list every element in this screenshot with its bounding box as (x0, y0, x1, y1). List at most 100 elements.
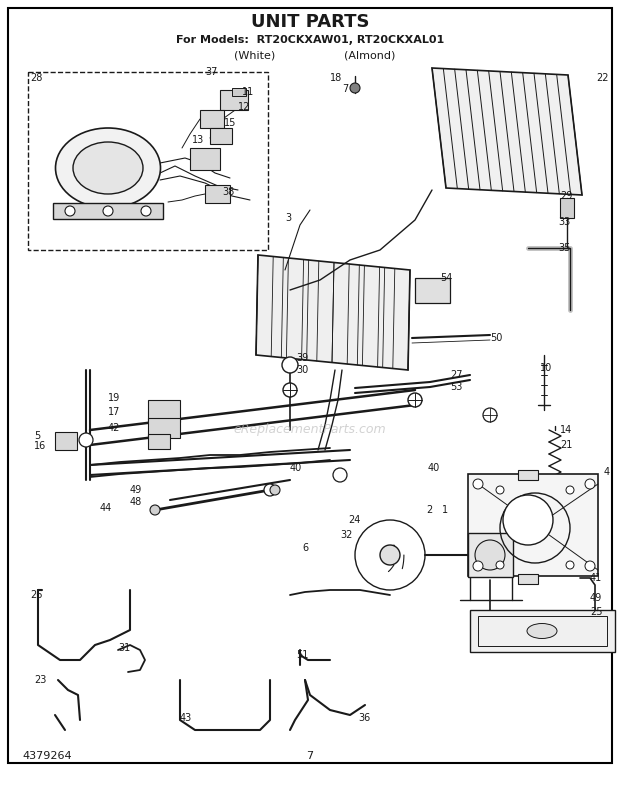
Text: 39: 39 (296, 353, 308, 363)
Bar (190, 148, 220, 170)
Text: 31: 31 (118, 643, 130, 653)
Text: 14: 14 (560, 425, 572, 435)
Text: 7: 7 (342, 84, 348, 94)
Text: 40: 40 (290, 463, 303, 473)
Text: 11: 11 (242, 87, 254, 97)
Text: 6: 6 (302, 543, 308, 553)
Text: UNIT PARTS: UNIT PARTS (250, 13, 370, 31)
Text: 5: 5 (34, 431, 40, 441)
Text: 54: 54 (440, 273, 453, 283)
Ellipse shape (56, 128, 161, 208)
Text: 41: 41 (590, 573, 602, 583)
Bar (518, 574, 538, 584)
Text: 24: 24 (348, 515, 360, 525)
Text: 2: 2 (426, 505, 432, 515)
Bar (468, 533, 513, 577)
Bar (148, 400, 180, 422)
Text: 21: 21 (560, 440, 572, 450)
Circle shape (282, 357, 298, 373)
Text: 22: 22 (596, 73, 608, 83)
Text: 4379264: 4379264 (22, 751, 72, 761)
Bar (55, 432, 77, 450)
Circle shape (333, 468, 347, 482)
Text: 26: 26 (30, 590, 42, 600)
Bar (415, 278, 450, 303)
Text: 37: 37 (205, 67, 218, 77)
Text: 49: 49 (590, 593, 602, 603)
Bar (148, 434, 170, 449)
Polygon shape (432, 68, 582, 195)
Circle shape (475, 540, 505, 570)
Text: 17: 17 (108, 407, 120, 417)
Text: 7: 7 (306, 751, 314, 761)
Circle shape (150, 505, 160, 515)
Bar (53, 203, 163, 219)
Text: 42: 42 (108, 423, 120, 433)
Bar (200, 110, 224, 128)
Bar (560, 198, 574, 218)
Circle shape (283, 383, 297, 397)
Text: 30: 30 (296, 365, 308, 375)
Text: 33: 33 (558, 217, 570, 227)
Circle shape (264, 484, 276, 496)
Text: 43: 43 (180, 713, 192, 723)
Ellipse shape (503, 495, 553, 545)
Circle shape (496, 561, 504, 569)
Text: 32: 32 (340, 530, 352, 540)
Circle shape (79, 433, 93, 447)
Text: 44: 44 (100, 503, 112, 513)
Text: eReplacementParts.com: eReplacementParts.com (234, 424, 386, 436)
Circle shape (103, 206, 113, 216)
Bar (148, 418, 180, 438)
Ellipse shape (73, 142, 143, 194)
Bar (468, 474, 598, 576)
Circle shape (380, 545, 400, 565)
Text: 49: 49 (130, 485, 142, 495)
Circle shape (483, 408, 497, 422)
Circle shape (566, 561, 574, 569)
Text: 18: 18 (330, 73, 342, 83)
Text: 3: 3 (285, 213, 291, 223)
Bar (220, 90, 248, 110)
Bar (205, 185, 230, 203)
Text: 25: 25 (590, 607, 603, 617)
Text: 27: 27 (450, 370, 463, 380)
Circle shape (585, 561, 595, 571)
Text: (Almond): (Almond) (344, 50, 396, 60)
Text: 38: 38 (222, 187, 234, 197)
Text: 51: 51 (296, 650, 308, 660)
Text: 50: 50 (490, 333, 502, 343)
Circle shape (350, 83, 360, 93)
Polygon shape (256, 255, 410, 370)
Text: 40: 40 (428, 463, 440, 473)
Text: (White): (White) (234, 50, 276, 60)
Text: 28: 28 (30, 73, 42, 83)
Text: 29: 29 (560, 191, 572, 201)
Text: 53: 53 (450, 382, 463, 392)
Text: 36: 36 (358, 713, 370, 723)
Ellipse shape (527, 623, 557, 638)
Text: 23: 23 (34, 675, 46, 685)
Circle shape (65, 206, 75, 216)
Text: 10: 10 (540, 363, 552, 373)
Circle shape (408, 393, 422, 407)
Text: 4: 4 (604, 467, 610, 477)
Bar (478, 616, 607, 646)
Bar (232, 88, 246, 96)
Text: 12: 12 (238, 102, 250, 112)
Text: 35: 35 (558, 243, 570, 253)
Text: 48: 48 (130, 497, 142, 507)
Bar (28, 72, 268, 250)
Bar (210, 128, 232, 144)
Text: For Models:  RT20CKXAW01, RT20CKXAL01: For Models: RT20CKXAW01, RT20CKXAL01 (176, 35, 444, 45)
Bar (470, 610, 615, 652)
Circle shape (473, 479, 483, 489)
Circle shape (496, 486, 504, 494)
Text: 16: 16 (34, 441, 46, 451)
Circle shape (473, 561, 483, 571)
Text: 19: 19 (108, 393, 120, 403)
Text: 1: 1 (442, 505, 448, 515)
Circle shape (270, 485, 280, 495)
Text: 13: 13 (192, 135, 204, 145)
Circle shape (585, 479, 595, 489)
